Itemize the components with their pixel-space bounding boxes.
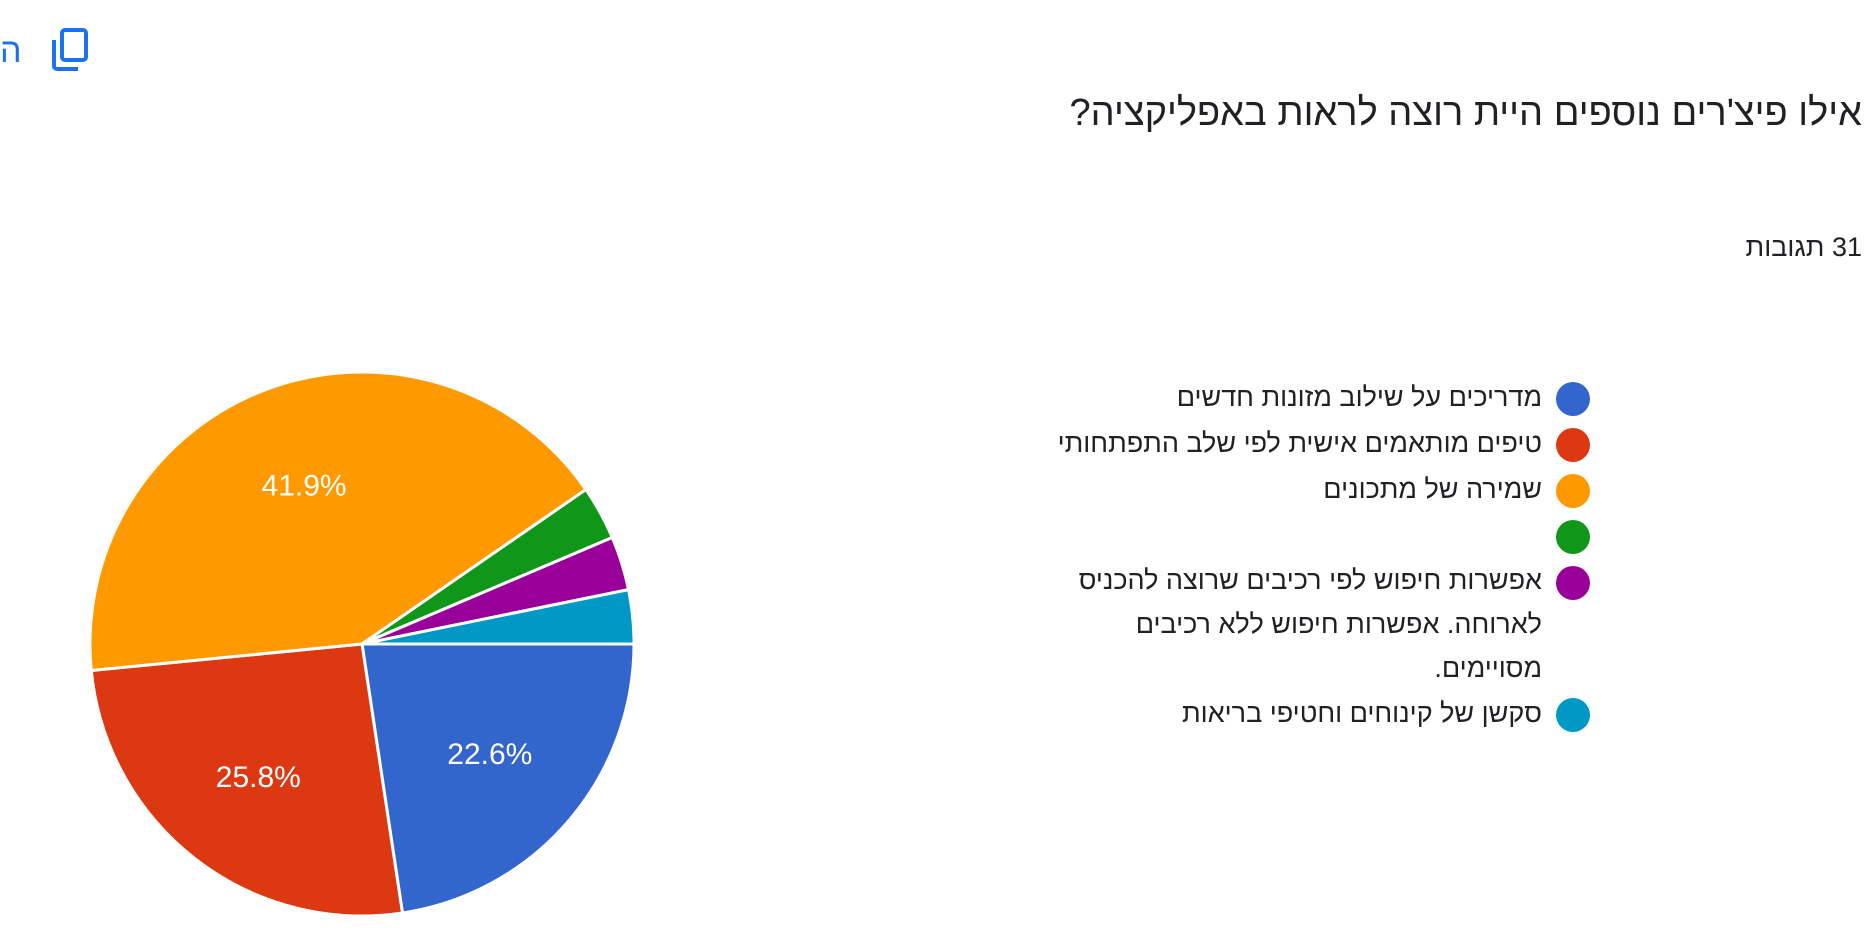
question-title: אילו פיצ'רים נוספים היית רוצה לראות באפל… <box>1069 92 1862 134</box>
legend-swatch-0 <box>1556 382 1590 416</box>
legend-swatch-2 <box>1556 474 1590 508</box>
responses-count: 31 תגובות <box>1745 232 1862 262</box>
legend-label-2: שמירה של מתכונים <box>1323 474 1542 504</box>
pie-slice-0[interactable] <box>360 642 636 915</box>
copy-button[interactable] <box>46 26 94 74</box>
legend-label-5: סקשן של קינוחים וחטיפי בריאות <box>1182 698 1542 728</box>
copy-label-partial: ה <box>0 32 22 70</box>
legend-swatch-4 <box>1556 566 1590 600</box>
legend-item-3[interactable] <box>1030 516 1590 558</box>
chart-legend: מדריכים על שילוב מזונות חדשים טיפים מותאמ… <box>1030 378 1590 740</box>
legend-label-4: אפשרות חיפוש לפי רכיבים שרוצה להכניס לאר… <box>1078 565 1542 683</box>
pie-slice-5[interactable] <box>361 587 636 646</box>
pie-slice-2[interactable] <box>88 370 588 673</box>
copy-icon <box>52 28 88 71</box>
legend-item-2[interactable]: שמירה של מתכונים <box>1030 470 1590 512</box>
legend-swatch-3 <box>1556 520 1590 554</box>
legend-swatch-5 <box>1556 698 1590 732</box>
legend-item-5[interactable]: סקשן של קינוחים וחטיפי בריאות <box>1030 694 1590 736</box>
legend-item-4[interactable]: אפשרות חיפוש לפי רכיבים שרוצה להכניס לאר… <box>1030 562 1590 690</box>
legend-label-1: טיפים מותאמים אישית לפי שלב התפתחותי <box>1057 428 1542 458</box>
pie-slice-label-1: 25.8% <box>216 761 301 794</box>
legend-item-0[interactable]: מדריכים על שילוב מזונות חדשים <box>1030 378 1590 420</box>
legend-label-0: מדריכים על שילוב מזונות חדשים <box>1176 382 1542 412</box>
pie-slice-1[interactable] <box>89 642 405 918</box>
pie-slice-label-2: 41.9% <box>262 470 347 503</box>
pie-slice-label-0: 22.6% <box>447 738 532 771</box>
legend-item-1[interactable]: טיפים מותאמים אישית לפי שלב התפתחותי <box>1030 424 1590 466</box>
legend-swatch-1 <box>1556 428 1590 462</box>
